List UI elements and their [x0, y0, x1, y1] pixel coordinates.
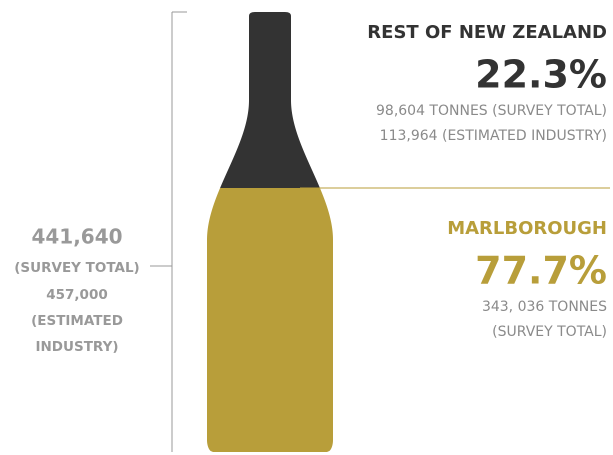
- bottle: [207, 12, 333, 452]
- segment-note: (SURVEY TOTAL): [492, 324, 607, 340]
- segment-percent: 77.7%: [475, 249, 607, 293]
- segment-note: 343, 036 TONNES: [482, 299, 607, 315]
- segment-name: MARLBOROUGH: [447, 218, 607, 239]
- segment-percent: 22.3%: [475, 53, 607, 97]
- bottle-top-segment: [207, 12, 333, 188]
- total-label: 457,000: [46, 287, 108, 303]
- segment-note: 98,604 TONNES (SURVEY TOTAL): [376, 103, 607, 119]
- segment-note: 113,964 (ESTIMATED INDUSTRY): [380, 128, 607, 144]
- segment-name: REST OF NEW ZEALAND: [367, 22, 607, 43]
- total-label: INDUSTRY): [35, 339, 118, 355]
- total-label: 441,640: [31, 225, 122, 249]
- total-label: (ESTIMATED: [31, 313, 123, 329]
- bottle-bottom-segment: [207, 188, 333, 452]
- total-label: (SURVEY TOTAL): [14, 260, 139, 276]
